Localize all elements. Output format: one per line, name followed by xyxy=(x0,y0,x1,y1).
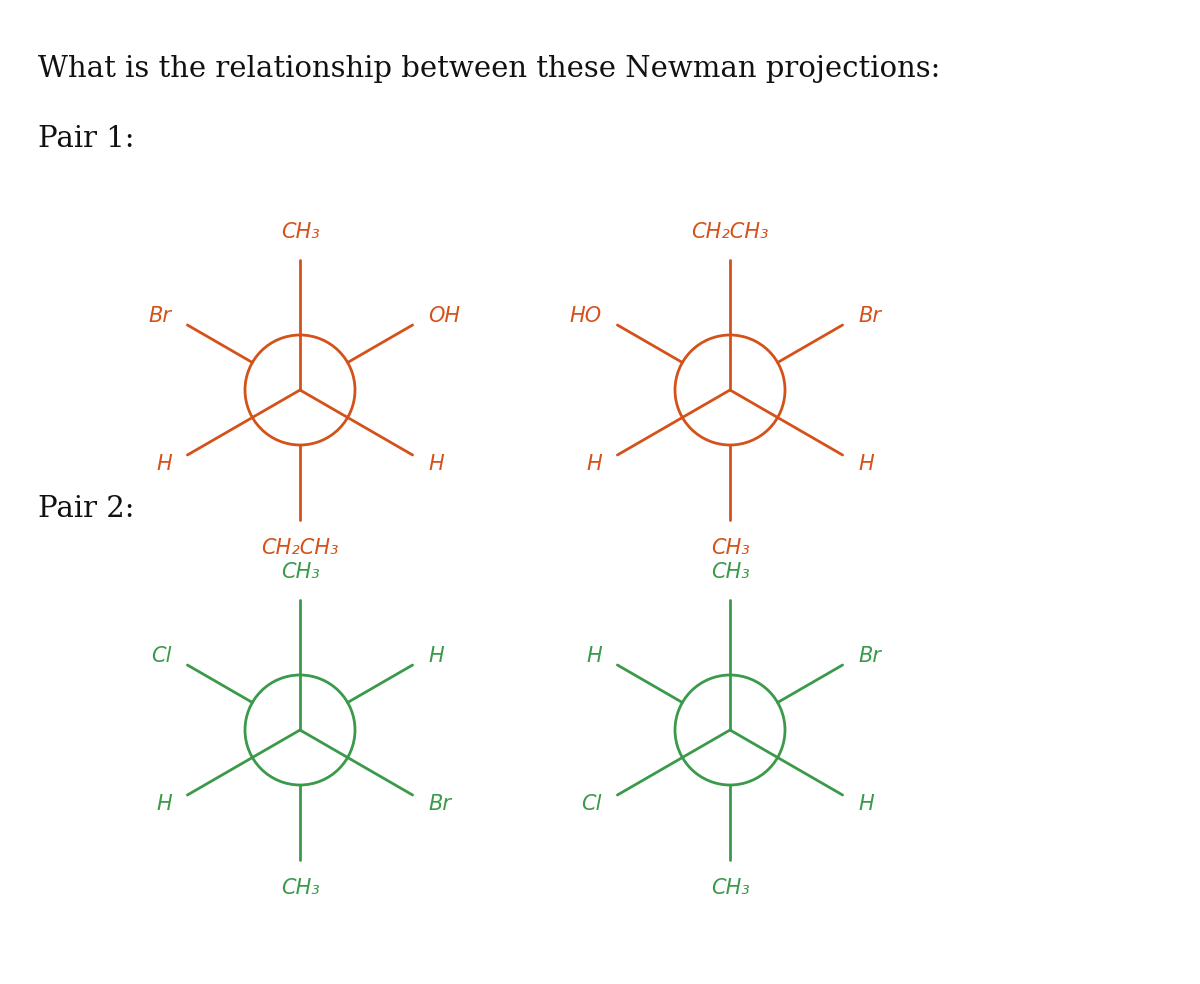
Text: What is the relationship between these Newman projections:: What is the relationship between these N… xyxy=(38,55,941,83)
Text: H: H xyxy=(858,794,874,814)
Text: CH₃: CH₃ xyxy=(281,878,319,898)
Text: CH₂CH₃: CH₂CH₃ xyxy=(691,222,769,242)
Text: H: H xyxy=(156,454,172,474)
Text: OH: OH xyxy=(428,306,461,326)
Text: Br: Br xyxy=(858,646,881,666)
Text: CH₃: CH₃ xyxy=(281,222,319,242)
Text: CH₃: CH₃ xyxy=(281,562,319,582)
Text: H: H xyxy=(586,454,602,474)
Text: Cl: Cl xyxy=(582,794,602,814)
Text: CH₃: CH₃ xyxy=(710,562,749,582)
Text: H: H xyxy=(428,454,444,474)
Text: Cl: Cl xyxy=(151,646,172,666)
Text: CH₂CH₃: CH₂CH₃ xyxy=(262,538,338,558)
Text: Br: Br xyxy=(858,306,881,326)
Text: H: H xyxy=(586,646,602,666)
Text: H: H xyxy=(428,646,444,666)
Text: CH₃: CH₃ xyxy=(710,878,749,898)
Text: H: H xyxy=(156,794,172,814)
Text: Br: Br xyxy=(428,794,451,814)
Text: H: H xyxy=(858,454,874,474)
Text: Pair 1:: Pair 1: xyxy=(38,125,134,153)
Text: Pair 2:: Pair 2: xyxy=(38,495,134,523)
Text: Br: Br xyxy=(149,306,172,326)
Text: HO: HO xyxy=(570,306,602,326)
Text: CH₃: CH₃ xyxy=(710,538,749,558)
